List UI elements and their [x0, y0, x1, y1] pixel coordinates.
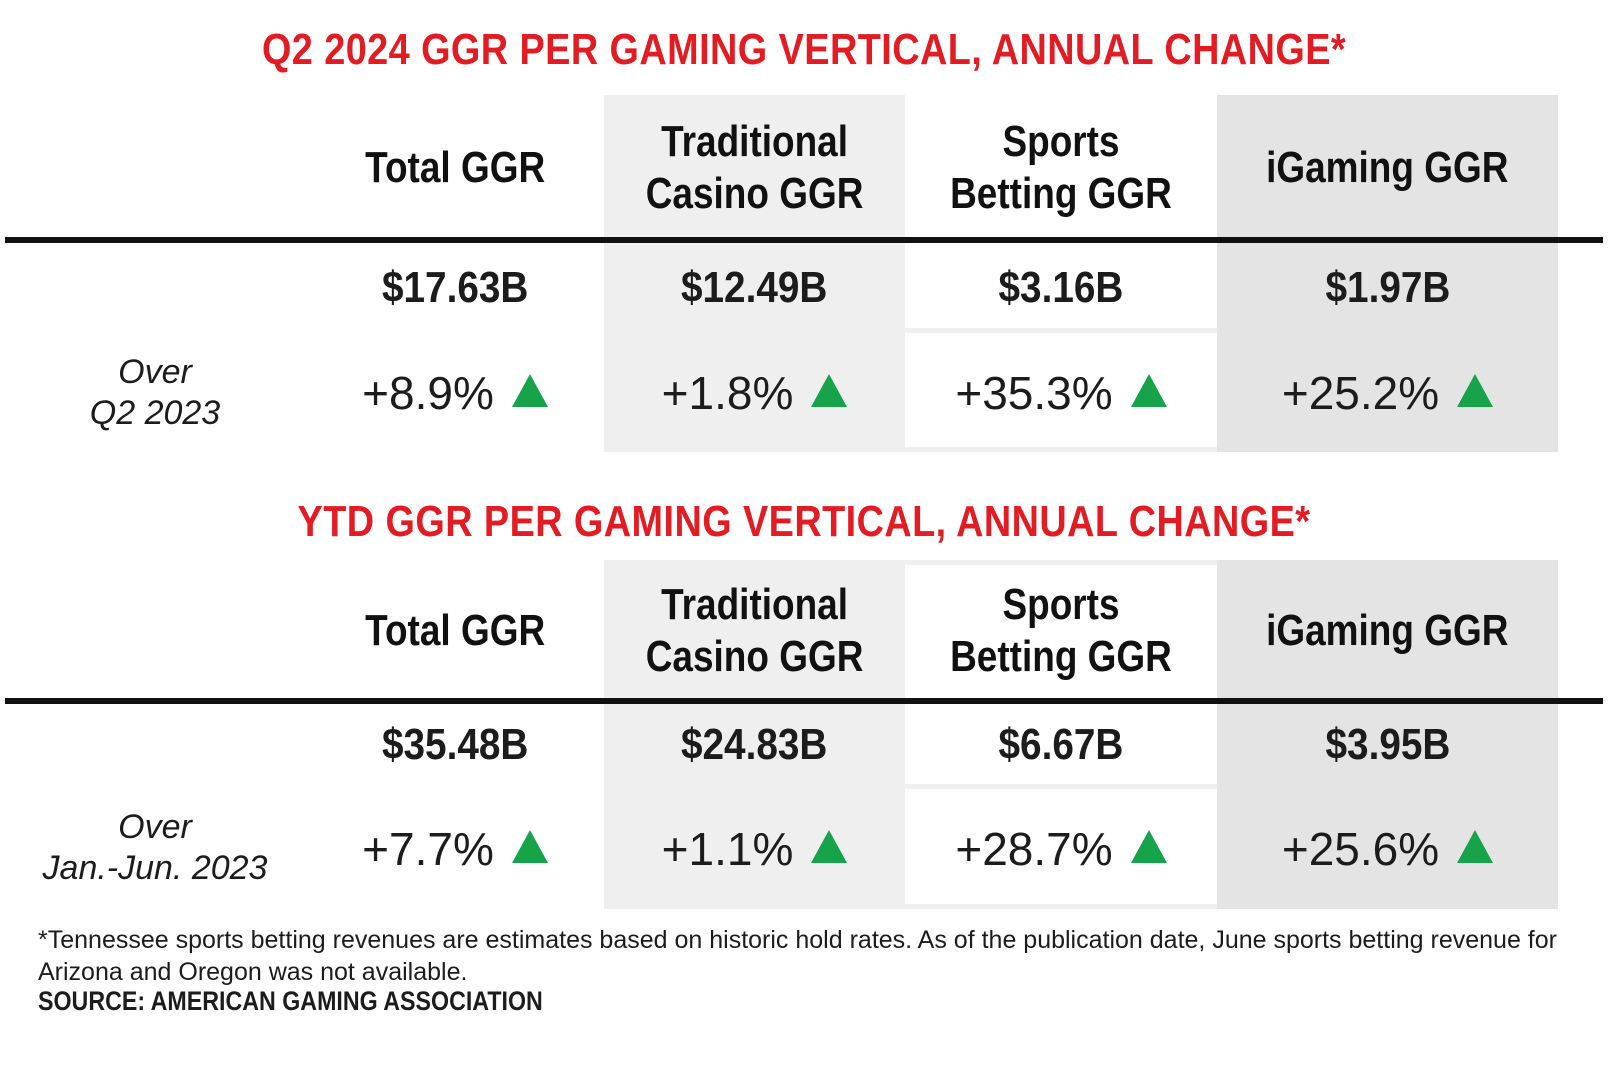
- up-arrow-icon: [1457, 374, 1494, 407]
- header-igaming-ggr: iGaming GGR: [1266, 606, 1509, 656]
- change-sports-betting-ggr: +28.7%: [905, 806, 1217, 891]
- change-traditional-casino-ggr: +1.8%: [604, 350, 905, 435]
- value-traditional-casino-ggr: $24.83B: [681, 720, 828, 769]
- value-sports-betting-ggr: $3.16B: [998, 263, 1124, 312]
- change-total-ggr: +7.7%: [305, 806, 605, 891]
- change-row-label: Over Q2 2023: [89, 352, 221, 432]
- value-traditional-casino-ggr: $12.49B: [681, 263, 828, 312]
- header-traditional-casino-ggr: Traditional Casino GGR: [645, 117, 864, 218]
- header-rule: [5, 698, 1603, 704]
- change-sports-betting-ggr: +35.3%: [905, 350, 1217, 435]
- change-row-label: Over Jan.-Jun. 2023: [42, 807, 268, 887]
- value-sports-betting-ggr: $6.67B: [998, 720, 1124, 769]
- up-arrow-icon: [811, 830, 848, 863]
- footnote: *Tennessee sports betting revenues are e…: [38, 926, 1557, 986]
- source-credit: SOURCE: AMERICAN GAMING ASSOCIATION: [38, 986, 543, 1016]
- igaming-column-shade: [1217, 95, 1558, 452]
- header-sports-betting-ggr: Sports Betting GGR: [950, 580, 1172, 681]
- value-total-ggr: $35.48B: [381, 720, 529, 769]
- sports-bottom-divider: [905, 447, 1217, 452]
- up-arrow-icon: [511, 830, 548, 863]
- value-igaming-ggr: $1.97B: [1325, 263, 1450, 312]
- casino-column-shade: [604, 560, 905, 909]
- change-igaming-ggr: +25.6%: [1217, 806, 1558, 891]
- casino-column-shade: [604, 95, 905, 452]
- igaming-column-shade: [1217, 560, 1558, 909]
- change-igaming-ggr: +25.2%: [1217, 350, 1558, 435]
- change-traditional-casino-ggr: +1.1%: [604, 806, 905, 891]
- header-traditional-casino-ggr: Traditional Casino GGR: [645, 580, 864, 681]
- header-total-ggr: Total GGR: [364, 143, 545, 193]
- header-sports-betting-ggr: Sports Betting GGR: [950, 117, 1172, 218]
- up-arrow-icon: [1130, 830, 1167, 863]
- sports-value-divider: [905, 328, 1217, 333]
- value-total-ggr: $17.63B: [381, 263, 529, 312]
- up-arrow-icon: [811, 374, 848, 407]
- header-total-ggr: Total GGR: [364, 606, 545, 656]
- header-rule: [5, 237, 1603, 243]
- sports-header-top-divider: [905, 560, 1217, 565]
- header-igaming-ggr: iGaming GGR: [1266, 143, 1509, 193]
- sports-value-divider: [905, 784, 1217, 789]
- change-total-ggr: +8.9%: [305, 350, 605, 435]
- up-arrow-icon: [1130, 374, 1167, 407]
- value-igaming-ggr: $3.95B: [1325, 720, 1450, 769]
- sports-bottom-divider: [905, 904, 1217, 909]
- chart-title-q2: Q2 2024 GGR PER GAMING VERTICAL, ANNUAL …: [261, 25, 1347, 74]
- chart-title-ytd: YTD GGR PER GAMING VERTICAL, ANNUAL CHAN…: [297, 497, 1311, 546]
- up-arrow-icon: [511, 374, 548, 407]
- up-arrow-icon: [1457, 830, 1494, 863]
